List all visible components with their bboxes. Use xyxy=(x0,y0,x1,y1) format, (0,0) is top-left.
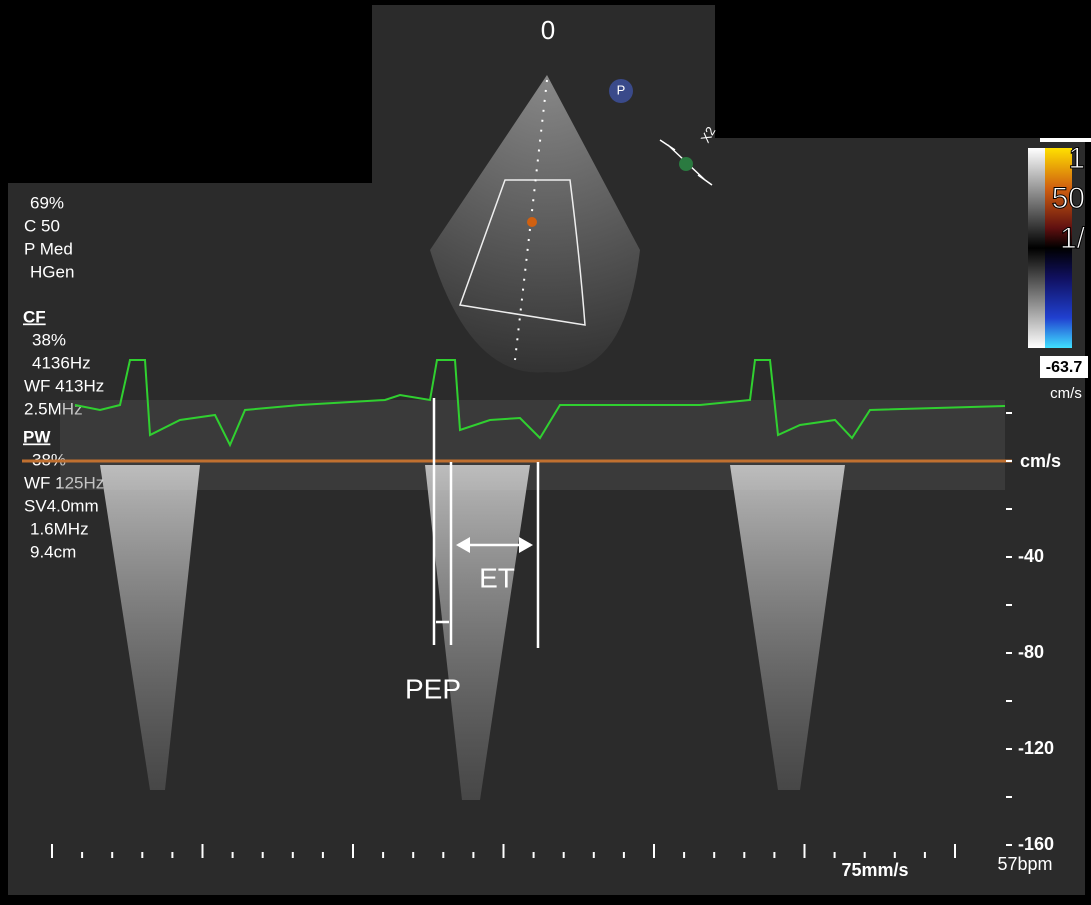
section-title: PW xyxy=(23,427,51,446)
parameter: 4136Hz xyxy=(32,353,91,372)
color-bar-label: 50 xyxy=(1052,182,1085,215)
parameter: HGen xyxy=(30,262,74,281)
pep-label: PEP xyxy=(405,673,461,704)
zoom-dot xyxy=(679,157,693,171)
color-bar-label: 1 xyxy=(1068,142,1085,175)
color-flow xyxy=(527,217,537,227)
parameter: 1.6MHz xyxy=(30,519,89,538)
parameter: 69% xyxy=(30,193,64,212)
scale-label: -80 xyxy=(1018,642,1044,662)
section-title: CF xyxy=(23,307,46,326)
parameter: P Med xyxy=(24,239,73,258)
redaction xyxy=(715,5,1091,138)
parameter: C 50 xyxy=(24,216,60,235)
et-label: ET xyxy=(479,562,515,593)
color-bar-min: -63.7 xyxy=(1046,359,1083,376)
color-bar-label: 1/ xyxy=(1060,222,1086,255)
scale-label: -160 xyxy=(1018,834,1054,854)
ultrasound-screen: 0 P X2 69%C 50P MedHGenCF38%4136HzWF 413… xyxy=(0,0,1091,900)
heart-rate: 57bpm xyxy=(997,854,1052,874)
redaction xyxy=(8,5,372,183)
parameter: 9.4cm xyxy=(30,542,76,561)
scale-label: -120 xyxy=(1018,738,1054,758)
color-bar-unit: cm/s xyxy=(1050,385,1082,402)
parameter: WF 413Hz xyxy=(24,376,104,395)
depth-marker: 0 xyxy=(541,15,555,45)
probe-label: P xyxy=(617,82,626,97)
scale-unit: cm/s xyxy=(1020,451,1061,471)
scale-label: -40 xyxy=(1018,546,1044,566)
parameter: 38% xyxy=(32,330,66,349)
spectral-noise xyxy=(60,400,1005,490)
gray-bar xyxy=(1028,148,1045,348)
sweep-speed: 75mm/s xyxy=(841,860,908,880)
parameter: SV4.0mm xyxy=(24,496,99,515)
